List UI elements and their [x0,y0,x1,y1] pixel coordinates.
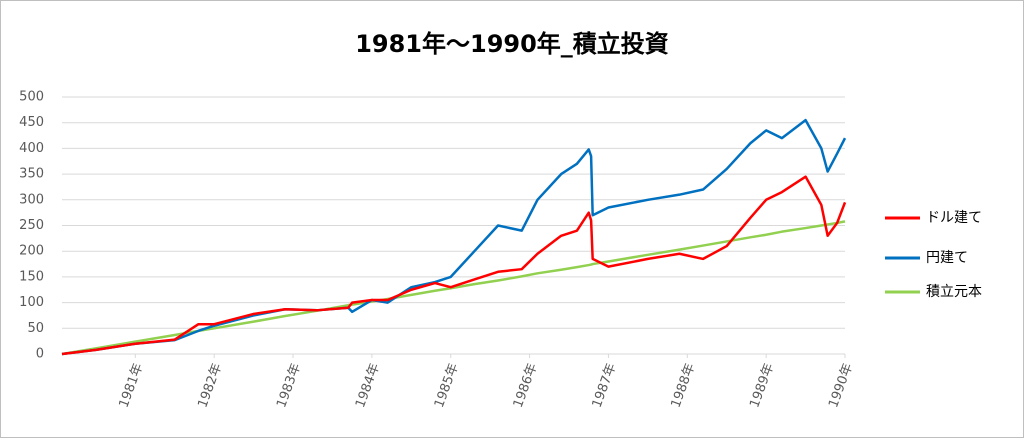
y-tick-label: 350 [19,167,44,182]
chart-title: 1981年～1990年_積立投資 [355,30,669,58]
y-tick-label: 50 [27,321,44,336]
series-line [61,175,847,356]
y-tick-label: 400 [19,141,44,156]
y-tick-label: 200 [19,244,44,259]
series-line [61,220,846,356]
y-tick-label: 100 [19,295,44,310]
y-tick-label: 450 [19,115,44,130]
y-tick-label: 0 [36,347,44,362]
y-tick-label: 300 [19,192,44,207]
series-line [61,118,847,356]
legend-label: 円建て [926,250,968,266]
legend-label: ドル建て [926,210,982,226]
y-tick-label: 150 [19,269,44,284]
legend-label: 積立元本 [926,284,982,300]
y-tick-label: 250 [19,218,44,233]
y-tick-label: 500 [19,90,44,105]
